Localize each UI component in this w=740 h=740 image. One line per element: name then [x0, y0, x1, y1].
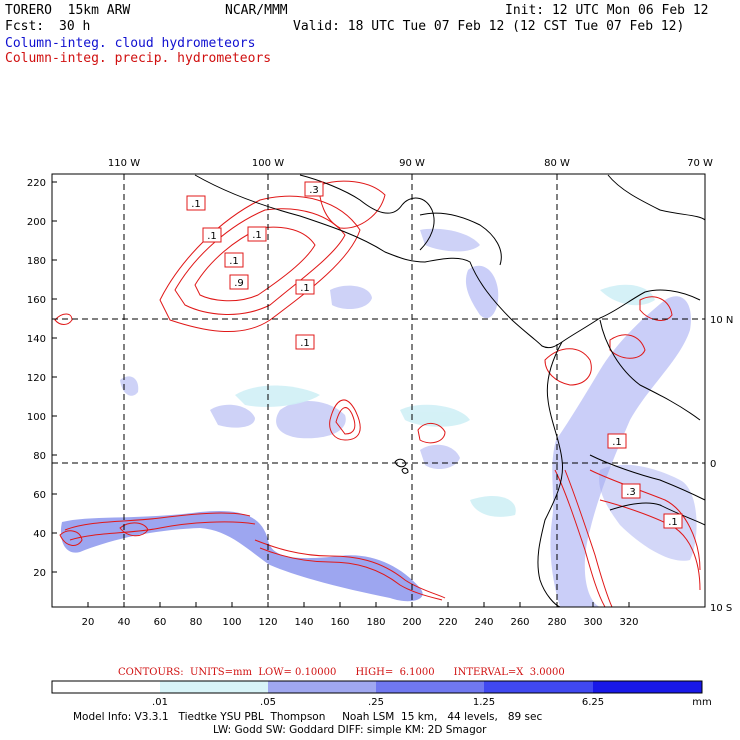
x-tick-label: 160 — [330, 617, 349, 628]
lat-label: 10 N — [710, 315, 733, 326]
y-tick-label: 180 — [27, 256, 46, 267]
colorbar-bin — [52, 681, 160, 693]
map-frame — [51, 173, 706, 608]
y-tick-label: 200 — [27, 217, 46, 228]
x-tick-label: 120 — [258, 617, 277, 628]
x-tick-label: 140 — [294, 617, 313, 628]
colorbar-bin — [484, 681, 593, 693]
contour-label: .1 — [612, 437, 622, 448]
x-tick-label: 320 — [619, 617, 638, 628]
x-tick-label: 20 — [82, 617, 95, 628]
contour-label: .9 — [234, 278, 244, 289]
contour-label: .1 — [668, 517, 678, 528]
y-tick-label: 80 — [33, 451, 46, 462]
colorbar — [51, 680, 703, 694]
cloud-shading — [60, 228, 697, 607]
x-tick-label: 220 — [438, 617, 457, 628]
colorbar-label: 1.25 — [472, 697, 496, 708]
x-tick-label: 300 — [583, 617, 602, 628]
y-tick-label: 20 — [33, 568, 46, 579]
contour-label: .1 — [229, 256, 239, 267]
y-tick-label: 120 — [27, 373, 46, 384]
lon-label: 100 W — [252, 158, 284, 169]
coastlines — [194, 174, 706, 608]
y-tick-label: 220 — [27, 178, 46, 189]
x-tick-label: 180 — [366, 617, 385, 628]
colorbar-label: .01 — [152, 697, 168, 708]
lon-label: 110 W — [108, 158, 140, 169]
y-tick-label: 140 — [27, 334, 46, 345]
y-tick-label: 60 — [33, 490, 46, 501]
colorbar-bin — [593, 681, 702, 693]
contour-label: .1 — [207, 231, 217, 242]
lat-label: 0 — [710, 459, 716, 470]
colorbar-label: .25 — [368, 697, 384, 708]
contour-label: .3 — [626, 487, 636, 498]
physics-info: LW: Godd SW: Goddard DIFF: simple KM: 2D… — [213, 724, 487, 736]
contour-label: .1 — [300, 283, 310, 294]
x-tick-label: 100 — [222, 617, 241, 628]
contour-label: .1 — [252, 230, 262, 241]
model-info: Model Info: V3.3.1 Tiedtke YSU PBL Thomp… — [73, 711, 543, 723]
contour-label: .3 — [309, 185, 319, 196]
y-tick-label: 40 — [33, 529, 46, 540]
organization: NCAR/MMM — [225, 3, 288, 18]
lon-label: 90 W — [399, 158, 425, 169]
y-axis — [52, 181, 57, 573]
y-tick-label: 160 — [27, 295, 46, 306]
y-tick-label: 100 — [27, 412, 46, 423]
contour-label: .1 — [300, 338, 310, 349]
x-tick-label: 40 — [118, 617, 131, 628]
forecast-hour: 30 h — [59, 19, 91, 34]
model-title: TORERO 15km ARW — [5, 3, 131, 18]
x-tick-label: 60 — [154, 617, 167, 628]
colorbar-label: 6.25 — [581, 697, 605, 708]
graticule — [52, 174, 705, 607]
x-tick-label: 260 — [510, 617, 529, 628]
lon-label: 70 W — [687, 158, 713, 169]
contour-label-boxes — [186, 181, 683, 529]
contour-label-texts: .1 .3 .1 .1 .1 .9 .1 .1 .1 .3 .1 — [191, 185, 678, 528]
contour-label: .1 — [191, 199, 201, 210]
x-tick-label: 80 — [190, 617, 203, 628]
forecast-label: Fcst: — [5, 19, 45, 34]
lat-label: 10 S — [710, 603, 732, 614]
valid-time: Valid: 18 UTC Tue 07 Feb 12 (12 CST Tue … — [293, 19, 685, 34]
legend-cloud: Column-integ. cloud hydrometeors — [5, 36, 256, 51]
x-tick-label: 240 — [474, 617, 493, 628]
colorbar-unit: mm — [692, 697, 712, 708]
x-tick-label: 200 — [402, 617, 421, 628]
init-time: Init: 12 UTC Mon 06 Feb 12 — [505, 3, 709, 18]
contour-info: CONTOURS: UNITS=mm LOW= 0.10000 HIGH= 6.… — [118, 667, 565, 678]
colorbar-bin — [160, 681, 268, 693]
colorbar-bin — [268, 681, 376, 693]
lon-label: 80 W — [544, 158, 570, 169]
x-tick-label: 280 — [547, 617, 566, 628]
legend-precip: Column-integ. precip. hydrometeors — [5, 51, 272, 66]
x-axis — [87, 602, 630, 607]
cloud-light-shading — [235, 284, 655, 517]
colorbar-bin — [376, 681, 484, 693]
colorbar-label: .05 — [260, 697, 276, 708]
